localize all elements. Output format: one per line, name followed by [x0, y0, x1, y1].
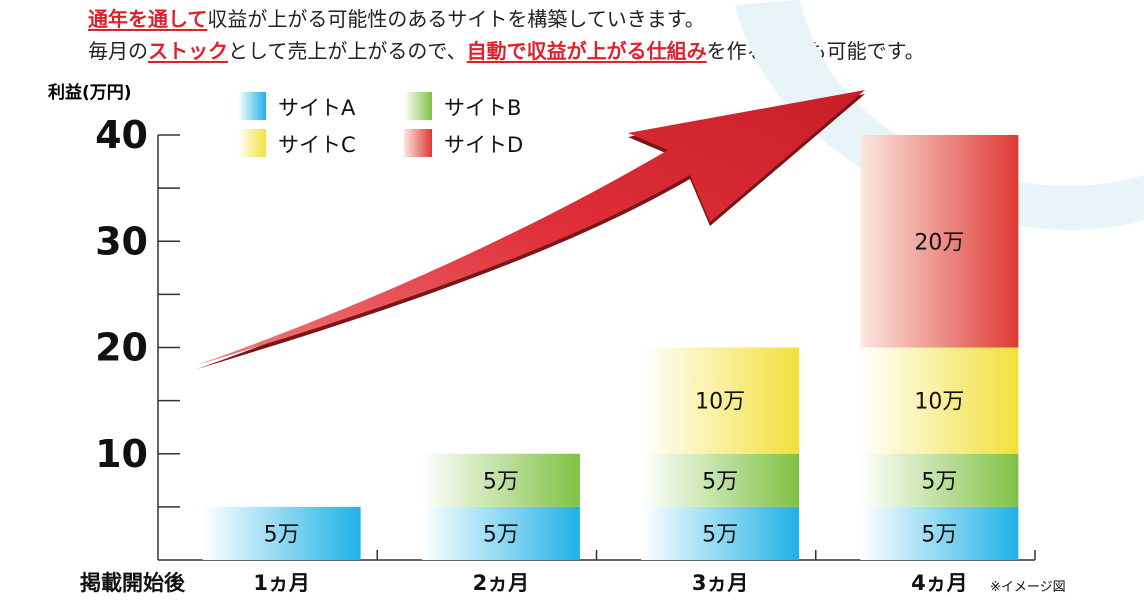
x-category-label: 3ヵ月	[692, 571, 749, 595]
bar-value-label: 5万	[921, 469, 957, 494]
bar-segment	[860, 347, 1019, 454]
headline-text: として売上が上がるので、	[228, 39, 467, 63]
bar-value-label: 5万	[483, 469, 519, 494]
legend-label: サイトD	[444, 133, 523, 157]
bar-segment	[860, 506, 1019, 560]
x-category-label: 4ヵ月	[911, 571, 968, 595]
bar-segment	[421, 506, 580, 560]
bars	[202, 135, 1019, 560]
annotation-note: ※イメージ図	[990, 580, 1066, 595]
legend: サイトA サイトB サイトC サイトD	[238, 92, 523, 157]
legend-swatch	[404, 92, 432, 120]
bar-value-label: 10万	[914, 390, 964, 415]
bar-value-label: 20万	[914, 230, 964, 255]
bar-segment	[202, 506, 361, 560]
legend-swatch	[238, 129, 266, 157]
headline-highlight: 自動で収益が上がる仕組み	[466, 39, 707, 63]
headline-text: 毎月の	[88, 39, 148, 63]
y-tick-label: 40	[95, 113, 148, 157]
y-tick-label: 10	[95, 432, 148, 476]
x-axis-label: 掲載開始後	[80, 571, 186, 595]
headline-line-2: 毎月のストックとして売上が上がるので、自動で収益が上がる仕組みを作ることも可能で…	[88, 38, 925, 64]
y-tick-label: 20	[95, 326, 148, 370]
headline-highlight: ストック	[148, 39, 228, 63]
bar-segment	[641, 347, 800, 454]
bar-value-label: 5万	[702, 522, 738, 547]
bar-value-label: 5万	[702, 469, 738, 494]
headline-text: 収益が上がる可能性のあるサイトを構築していきます。	[207, 7, 705, 31]
x-category-label: 2ヵ月	[473, 571, 530, 595]
trend-arrow-icon	[197, 90, 865, 369]
bar-value-label: 10万	[695, 390, 745, 415]
headline-line-1: 通年を通して収益が上がる可能性のあるサイトを構築していきます。	[88, 6, 705, 32]
legend-swatch	[404, 129, 432, 157]
y-tick-label: 30	[95, 219, 148, 263]
bar-segment	[421, 453, 580, 507]
headline-highlight: 通年を通して	[88, 7, 208, 31]
bar-segment	[641, 506, 800, 560]
bar-value-label: 5万	[483, 522, 519, 547]
legend-label: サイトA	[278, 96, 356, 120]
bar-value-label: 5万	[921, 522, 957, 547]
labels: 5万 1ヵ月 5万 5万 2ヵ月 5万 5万 10万 3ヵ月 5万 5万 10万 20万 4ヵ月	[253, 230, 967, 595]
legend-label: サイトB	[444, 96, 521, 120]
legend-label: サイトC	[278, 133, 356, 157]
bar-segment	[860, 135, 1019, 348]
y-axis-label: 利益(万円)	[48, 82, 132, 103]
bar-segment	[860, 453, 1019, 507]
bar-value-label: 5万	[264, 522, 300, 547]
bar-segment	[641, 453, 800, 507]
legend-swatch	[238, 92, 266, 120]
x-category-label: 1ヵ月	[253, 571, 310, 595]
